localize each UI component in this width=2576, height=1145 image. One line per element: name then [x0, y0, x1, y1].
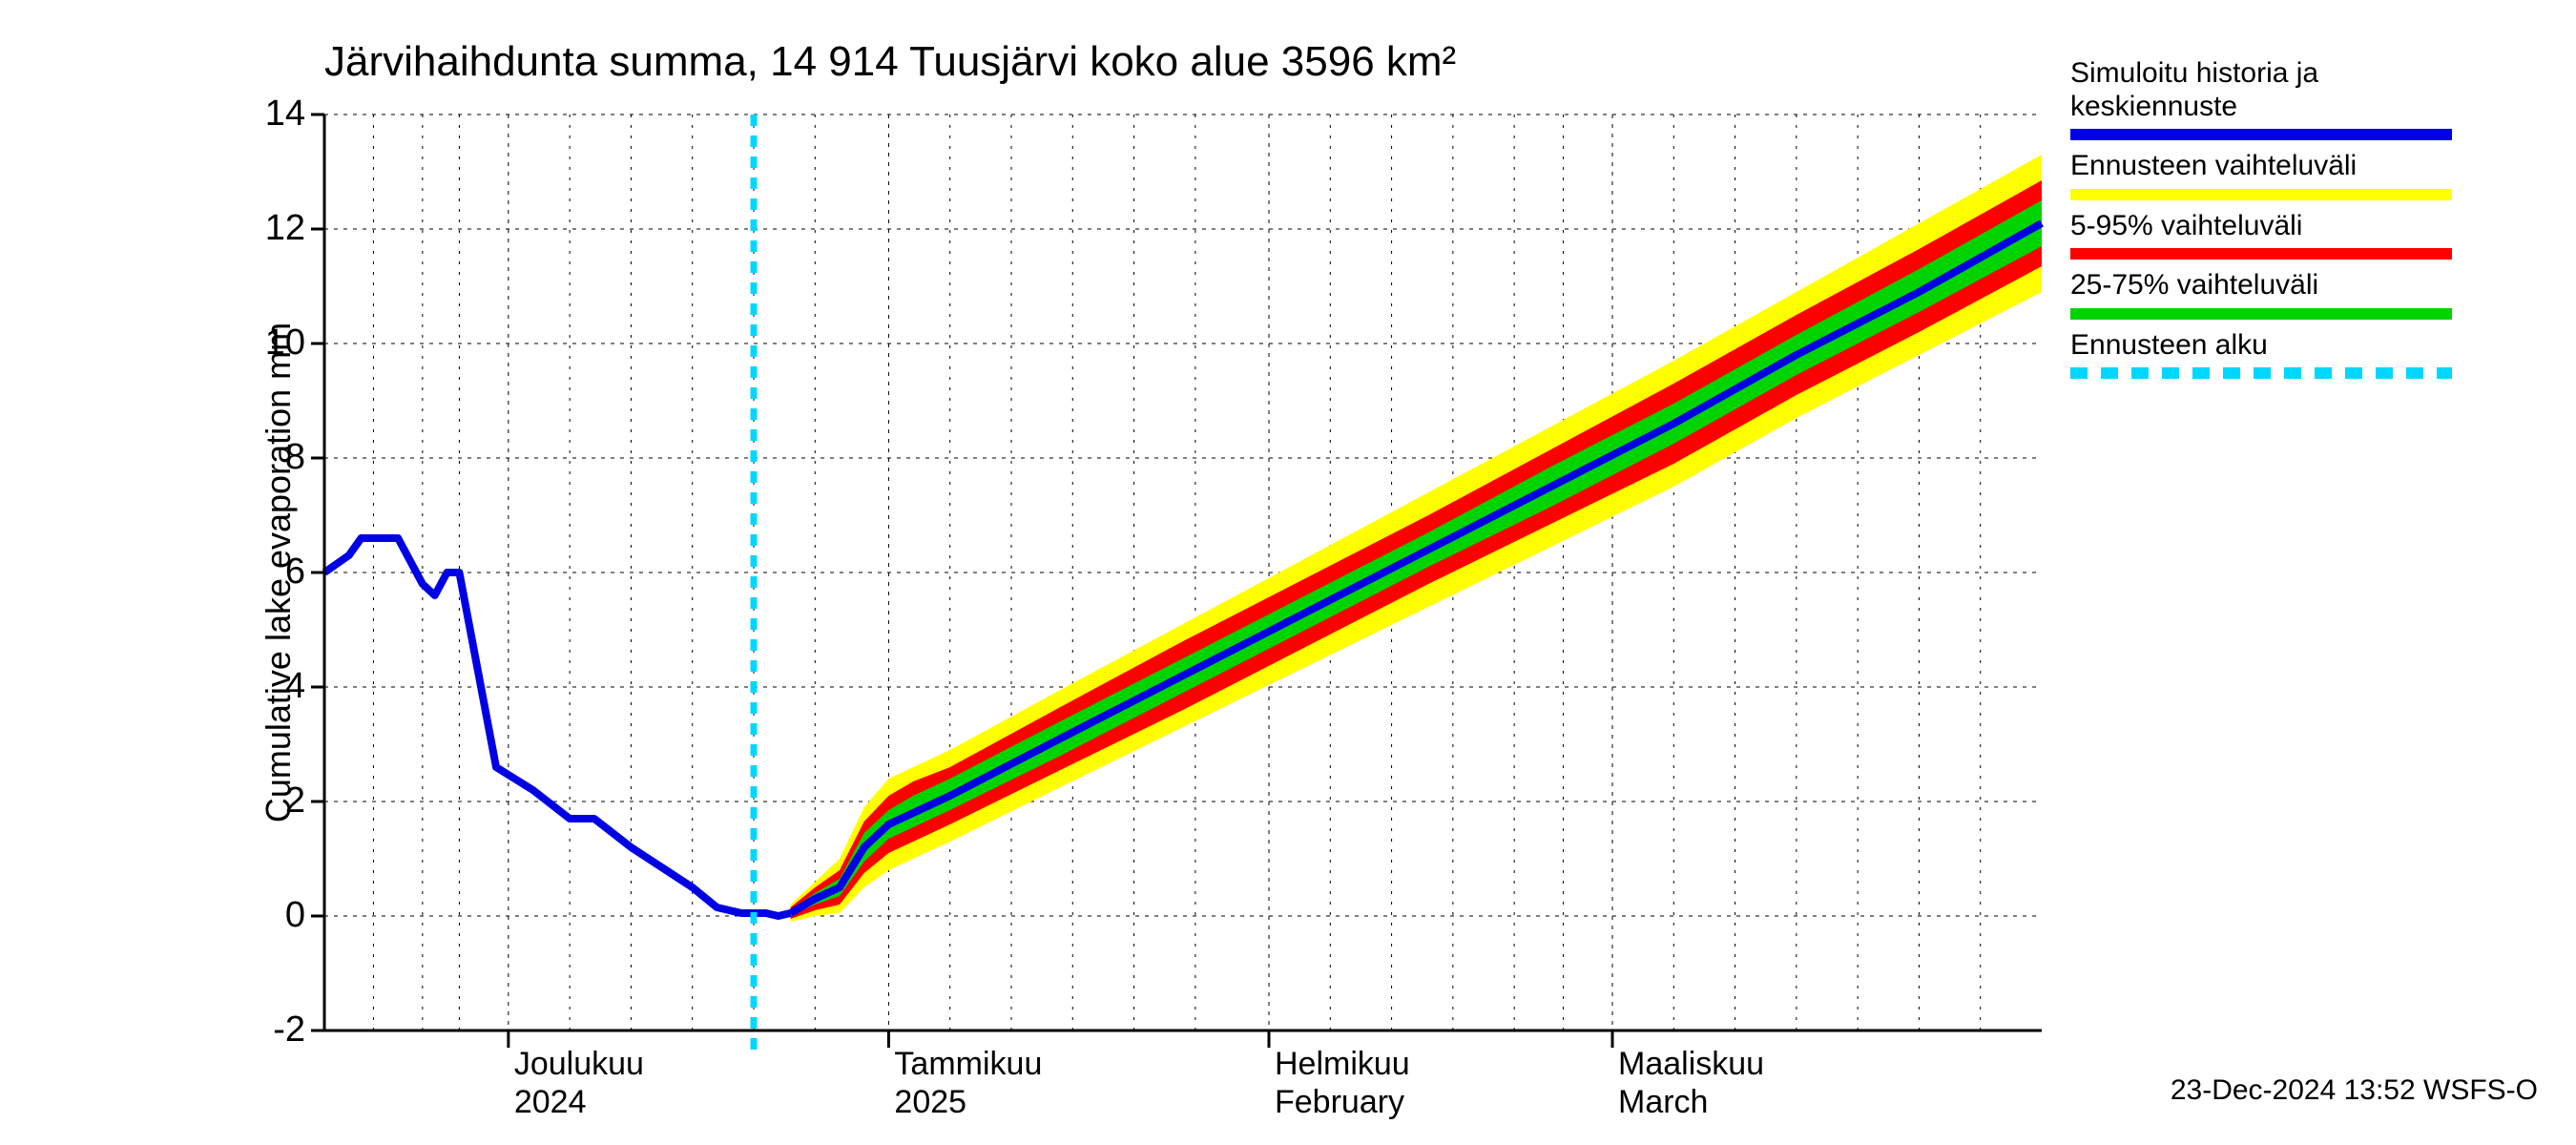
x-tick-sublabel: 2024: [514, 1084, 587, 1121]
legend-swatch: [2070, 189, 2452, 200]
plot-svg: [324, 114, 2042, 1030]
legend-label: Ennusteen vaihteluväli: [2070, 150, 2471, 183]
legend-label: 25-75% vaihteluväli: [2070, 269, 2471, 302]
x-tick-sublabel: February: [1275, 1084, 1404, 1121]
y-tick: 12: [229, 208, 305, 249]
y-tick: 2: [229, 781, 305, 822]
legend-swatch: [2070, 248, 2452, 260]
y-tick: 6: [229, 552, 305, 593]
x-tick-label: Joulukuu: [514, 1046, 644, 1083]
y-tick: 8: [229, 437, 305, 478]
x-tick-label: Maaliskuu: [1618, 1046, 1764, 1083]
legend-label: Ennusteen alku: [2070, 329, 2471, 363]
x-tick-label: Helmikuu: [1275, 1046, 1410, 1083]
y-tick: 14: [229, 94, 305, 135]
legend-item: Ennusteen vaihteluväli: [2070, 150, 2471, 200]
footer-timestamp: 23-Dec-2024 13:52 WSFS-O: [2171, 1074, 2538, 1107]
legend-label: Simuloitu historia ja keskiennuste: [2070, 57, 2471, 123]
legend-label: 5-95% vaihteluväli: [2070, 210, 2471, 243]
plot-area: [324, 114, 2042, 1030]
legend-swatch: [2070, 308, 2452, 320]
x-tick-label: Tammikuu: [894, 1046, 1042, 1083]
legend-swatch: [2070, 367, 2452, 379]
chart-container: Cumulative lake evaporation mm Järvihaih…: [0, 0, 2576, 1145]
legend-item: Ennusteen alku: [2070, 329, 2471, 380]
x-tick-sublabel: March: [1618, 1084, 1708, 1121]
legend-item: 5-95% vaihteluväli: [2070, 210, 2471, 260]
y-tick: -2: [229, 1010, 305, 1051]
legend-item: 25-75% vaihteluväli: [2070, 269, 2471, 320]
x-tick-sublabel: 2025: [894, 1084, 966, 1121]
legend-swatch: [2070, 129, 2452, 140]
chart-title: Järvihaihdunta summa, 14 914 Tuusjärvi k…: [324, 38, 1456, 86]
y-tick: 0: [229, 895, 305, 936]
legend: Simuloitu historia ja keskiennuste Ennust…: [2070, 57, 2471, 388]
legend-item: Simuloitu historia ja keskiennuste: [2070, 57, 2471, 140]
y-tick: 4: [229, 666, 305, 707]
y-tick: 10: [229, 323, 305, 364]
